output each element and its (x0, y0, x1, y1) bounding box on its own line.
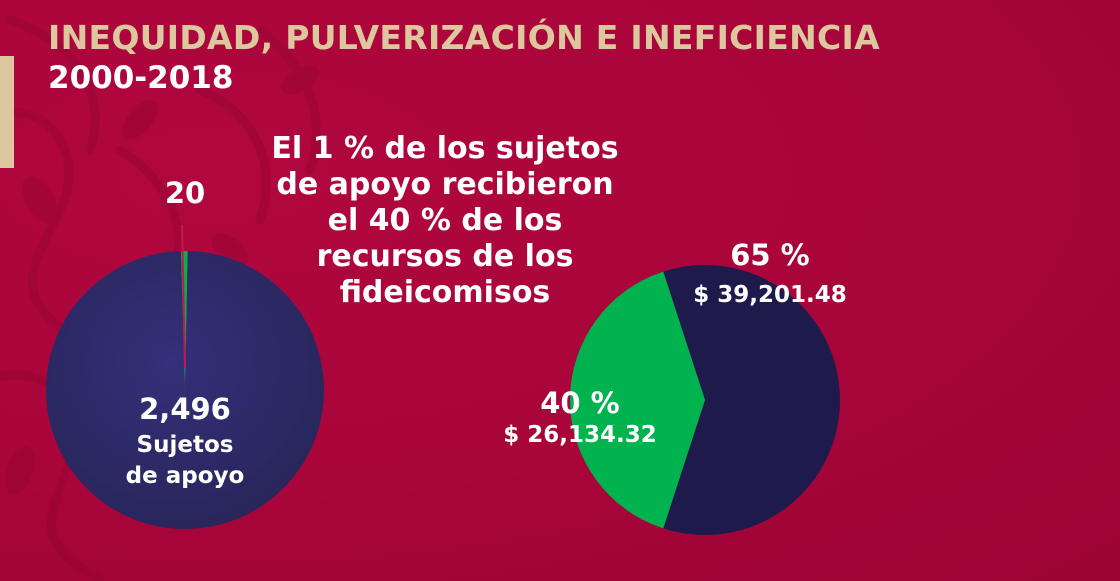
pie-slice-40-pct (569, 271, 705, 529)
pie-chart-resources (569, 265, 840, 535)
slice-label-65-amount: $ 39,201.48 (693, 282, 847, 308)
slice-label-small-count: 20 (164, 176, 206, 210)
slice-caption-line-2: de apoyo (125, 463, 245, 489)
pie-slice-2496 (46, 251, 325, 529)
slice-label-65-pct: 65 % (730, 238, 810, 272)
slice-caption-line-1: Sujetos (136, 432, 234, 458)
pie-chart-subjects (46, 224, 325, 529)
slice-label-40-amount: $ 26,134.32 (503, 422, 657, 448)
accent-bar (0, 56, 14, 168)
slice-label-large-count: 2,496 (139, 392, 231, 426)
callout-text: El 1 % de los sujetos de apoyo recibiero… (271, 131, 619, 310)
page-subtitle: 2000-2018 (48, 60, 234, 96)
slice-label-40-pct: 40 % (540, 386, 620, 420)
page-title: INEQUIDAD, PULVERIZACIÓN E INEFICIENCIA (48, 18, 880, 57)
pie-slice-divider (181, 224, 186, 369)
pie-slice-65-pct (663, 265, 840, 535)
